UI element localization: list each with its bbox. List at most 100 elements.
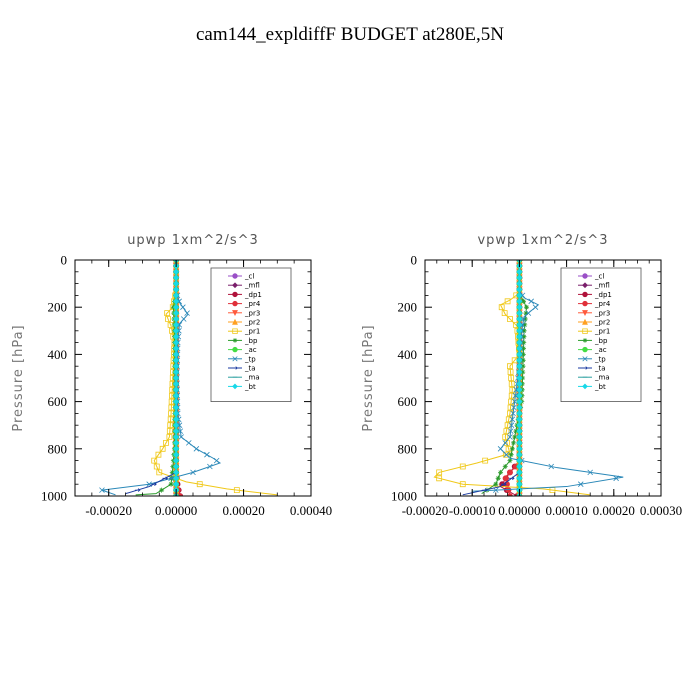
series-point-pr1: [503, 428, 510, 434]
legend-label: _pr1: [594, 328, 610, 336]
series-point-bt: [516, 380, 523, 387]
series-point-ta: [151, 482, 157, 487]
x-tick-label: -0.00020: [85, 503, 132, 518]
legend-label: _bp: [244, 337, 258, 345]
series-point-bp: [502, 464, 508, 469]
series-point-pr1: [459, 463, 466, 470]
x-tick-label: 0.00000: [155, 503, 197, 518]
series-point-tp: [507, 434, 513, 440]
series-point-bt: [516, 345, 523, 352]
series-point-bp: [170, 464, 176, 469]
legend-marker: [232, 356, 238, 362]
series-line-tp: [101, 290, 222, 496]
legend-label: _mfl: [594, 282, 610, 290]
y-tick-label: 1000: [391, 489, 417, 504]
series-point-pr1: [168, 404, 175, 411]
series-point-bt: [173, 386, 180, 393]
series-point-ta: [501, 482, 507, 487]
series-point-bt: [516, 274, 523, 281]
series-point-bp: [521, 334, 527, 340]
series-point-bp: [521, 328, 527, 334]
series-point-bp: [495, 475, 501, 481]
x-tick-label: 0.00020: [222, 503, 264, 518]
series-point-pr1: [507, 404, 514, 411]
series-point-bt: [516, 475, 523, 482]
series-point-pr1: [166, 434, 173, 440]
series-point-bt: [516, 410, 523, 417]
legend-label: _ta: [244, 365, 256, 373]
series-point-pr1: [153, 463, 160, 470]
legend-marker: [232, 282, 238, 289]
series-point-pr1: [167, 416, 174, 423]
series-point-bt: [173, 475, 180, 482]
series-point-bt: [173, 392, 180, 399]
legend-marker: [232, 318, 238, 325]
series-point-pr1: [505, 445, 512, 452]
series-point-bt: [516, 404, 523, 411]
series-point-bt: [516, 292, 523, 299]
series-point-tp: [587, 469, 593, 476]
series-point-tp: [509, 416, 516, 423]
y-tick-label: 0: [411, 253, 418, 268]
series-point-tp: [207, 463, 213, 470]
panel-title: upwp 1xm^2/s^3: [127, 233, 259, 248]
series-point-bt: [173, 327, 180, 334]
legend-marker: [232, 291, 238, 298]
series-point-tp: [532, 304, 539, 310]
series-point-pr1: [156, 469, 163, 476]
legend-label: _ac: [244, 346, 257, 354]
series-point-pr1: [168, 398, 175, 405]
series-point-ta: [481, 488, 488, 492]
series-group: [433, 260, 624, 496]
series-point-ta: [509, 476, 515, 481]
series-point-pr1: [164, 310, 171, 316]
legend-label: _mfl: [244, 282, 260, 290]
series-point-tp: [525, 310, 532, 316]
series-point-pr1: [511, 357, 518, 364]
series-point-bt: [173, 404, 180, 411]
y-tick-label: 400: [48, 347, 68, 362]
series-point-pr1: [504, 298, 511, 305]
series-point-bt: [516, 469, 523, 476]
series-point-bt: [173, 298, 180, 305]
series-point-bt: [173, 268, 180, 275]
series-point-bt: [516, 321, 523, 328]
series-point-ta: [134, 488, 141, 492]
x-tick-label: 0.00020: [593, 503, 635, 518]
series-point-pr1: [507, 369, 514, 375]
series-point-bt: [173, 457, 180, 464]
series-point-bt: [516, 416, 523, 423]
series-point-bp: [520, 369, 526, 375]
legend-label: _ta: [594, 365, 606, 373]
legend-label: _bp: [594, 337, 608, 345]
series-point-bt: [173, 315, 180, 323]
series-point-bt: [516, 451, 523, 458]
series-point-tp: [186, 440, 192, 446]
legend-marker: [232, 328, 238, 334]
series-point-bt: [173, 292, 180, 299]
series-point-pr1: [501, 310, 508, 316]
series-point-bt: [516, 310, 523, 317]
series-point-bt: [173, 398, 180, 405]
series-point-bt: [516, 457, 523, 464]
series-point-tp: [528, 298, 534, 305]
series-point-bp: [521, 298, 527, 304]
series-point-bp: [512, 434, 518, 440]
series-point-bp: [522, 316, 528, 322]
series-point-bt: [173, 363, 180, 370]
legend-marker: [232, 338, 238, 343]
series-point-pr1: [498, 304, 505, 311]
series-point-pr1: [507, 363, 513, 370]
y-axis-label: Pressure [hPa]: [361, 324, 376, 431]
legend-label: _ma: [244, 374, 260, 382]
series-point-bt: [173, 345, 180, 352]
series-point-bt: [173, 380, 180, 387]
y-tick-label: 200: [48, 300, 68, 315]
series-point-bp: [522, 322, 528, 328]
series-line-ta: [125, 260, 177, 495]
series-point-tp: [193, 446, 200, 452]
x-tick-label: -0.00010: [449, 503, 496, 518]
series-point-pr1: [155, 451, 162, 458]
legend-marker: [582, 356, 588, 362]
